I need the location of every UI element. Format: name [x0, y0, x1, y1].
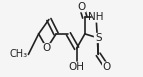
Text: NH: NH [88, 12, 104, 22]
Text: O: O [43, 43, 51, 53]
Text: O: O [102, 62, 111, 72]
Text: O: O [78, 2, 86, 12]
FancyBboxPatch shape [77, 2, 86, 12]
Text: CH₃: CH₃ [9, 49, 27, 59]
FancyBboxPatch shape [92, 12, 101, 23]
FancyBboxPatch shape [72, 62, 81, 72]
FancyBboxPatch shape [102, 62, 111, 72]
FancyBboxPatch shape [94, 33, 103, 43]
Text: S: S [95, 33, 102, 43]
Text: OH: OH [69, 62, 85, 72]
FancyBboxPatch shape [42, 43, 51, 53]
